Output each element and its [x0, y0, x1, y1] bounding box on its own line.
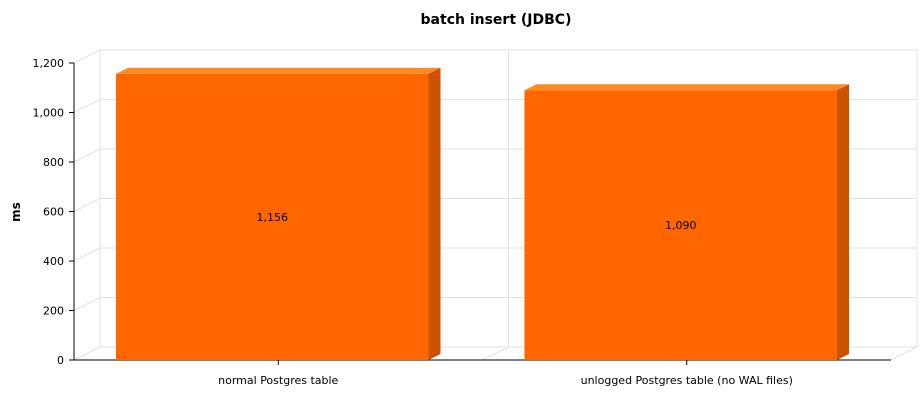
- labels: 0 200 400 600 800 1,000 1,200 1,156 normal Postg…: [33, 57, 793, 387]
- gridline-diagonal: [73, 346, 101, 361]
- gridline-diagonal: [73, 297, 101, 311]
- y-tick-label: 200: [43, 305, 64, 318]
- bar: [116, 67, 441, 360]
- x-tick-label: normal Postgres table: [218, 374, 338, 387]
- y-tick-label: 1,000: [33, 107, 65, 120]
- y-tick-label: 800: [43, 156, 64, 169]
- gridline-diagonal: [73, 99, 101, 113]
- bar-top: [116, 67, 441, 74]
- bar-top: [524, 84, 849, 91]
- bar-side: [428, 67, 441, 360]
- gridline-diagonal: [73, 49, 101, 64]
- floor-diagonal: [890, 346, 918, 361]
- bars: [116, 67, 849, 360]
- y-axis-label: ms: [9, 202, 23, 222]
- gridline-diagonal: [73, 198, 101, 212]
- y-tick-label: 600: [43, 206, 64, 219]
- gridline-diagonal: [73, 247, 101, 262]
- y-tick-label: 400: [43, 255, 64, 268]
- bar-side: [837, 84, 849, 360]
- chart-title: batch insert (JDBC): [421, 12, 572, 28]
- gridline-diagonal: [73, 148, 101, 163]
- data-label: 1,090: [665, 219, 697, 232]
- bar: [524, 84, 849, 360]
- x-tick-label: unlogged Postgres table (no WAL files): [581, 374, 793, 387]
- y-tick-label: 1,200: [33, 57, 65, 70]
- y-tick-label: 0: [57, 354, 64, 367]
- bar-front: [524, 90, 837, 360]
- bar-front: [116, 73, 429, 360]
- data-label: 1,156: [257, 211, 289, 224]
- floor-diagonal: [482, 346, 509, 361]
